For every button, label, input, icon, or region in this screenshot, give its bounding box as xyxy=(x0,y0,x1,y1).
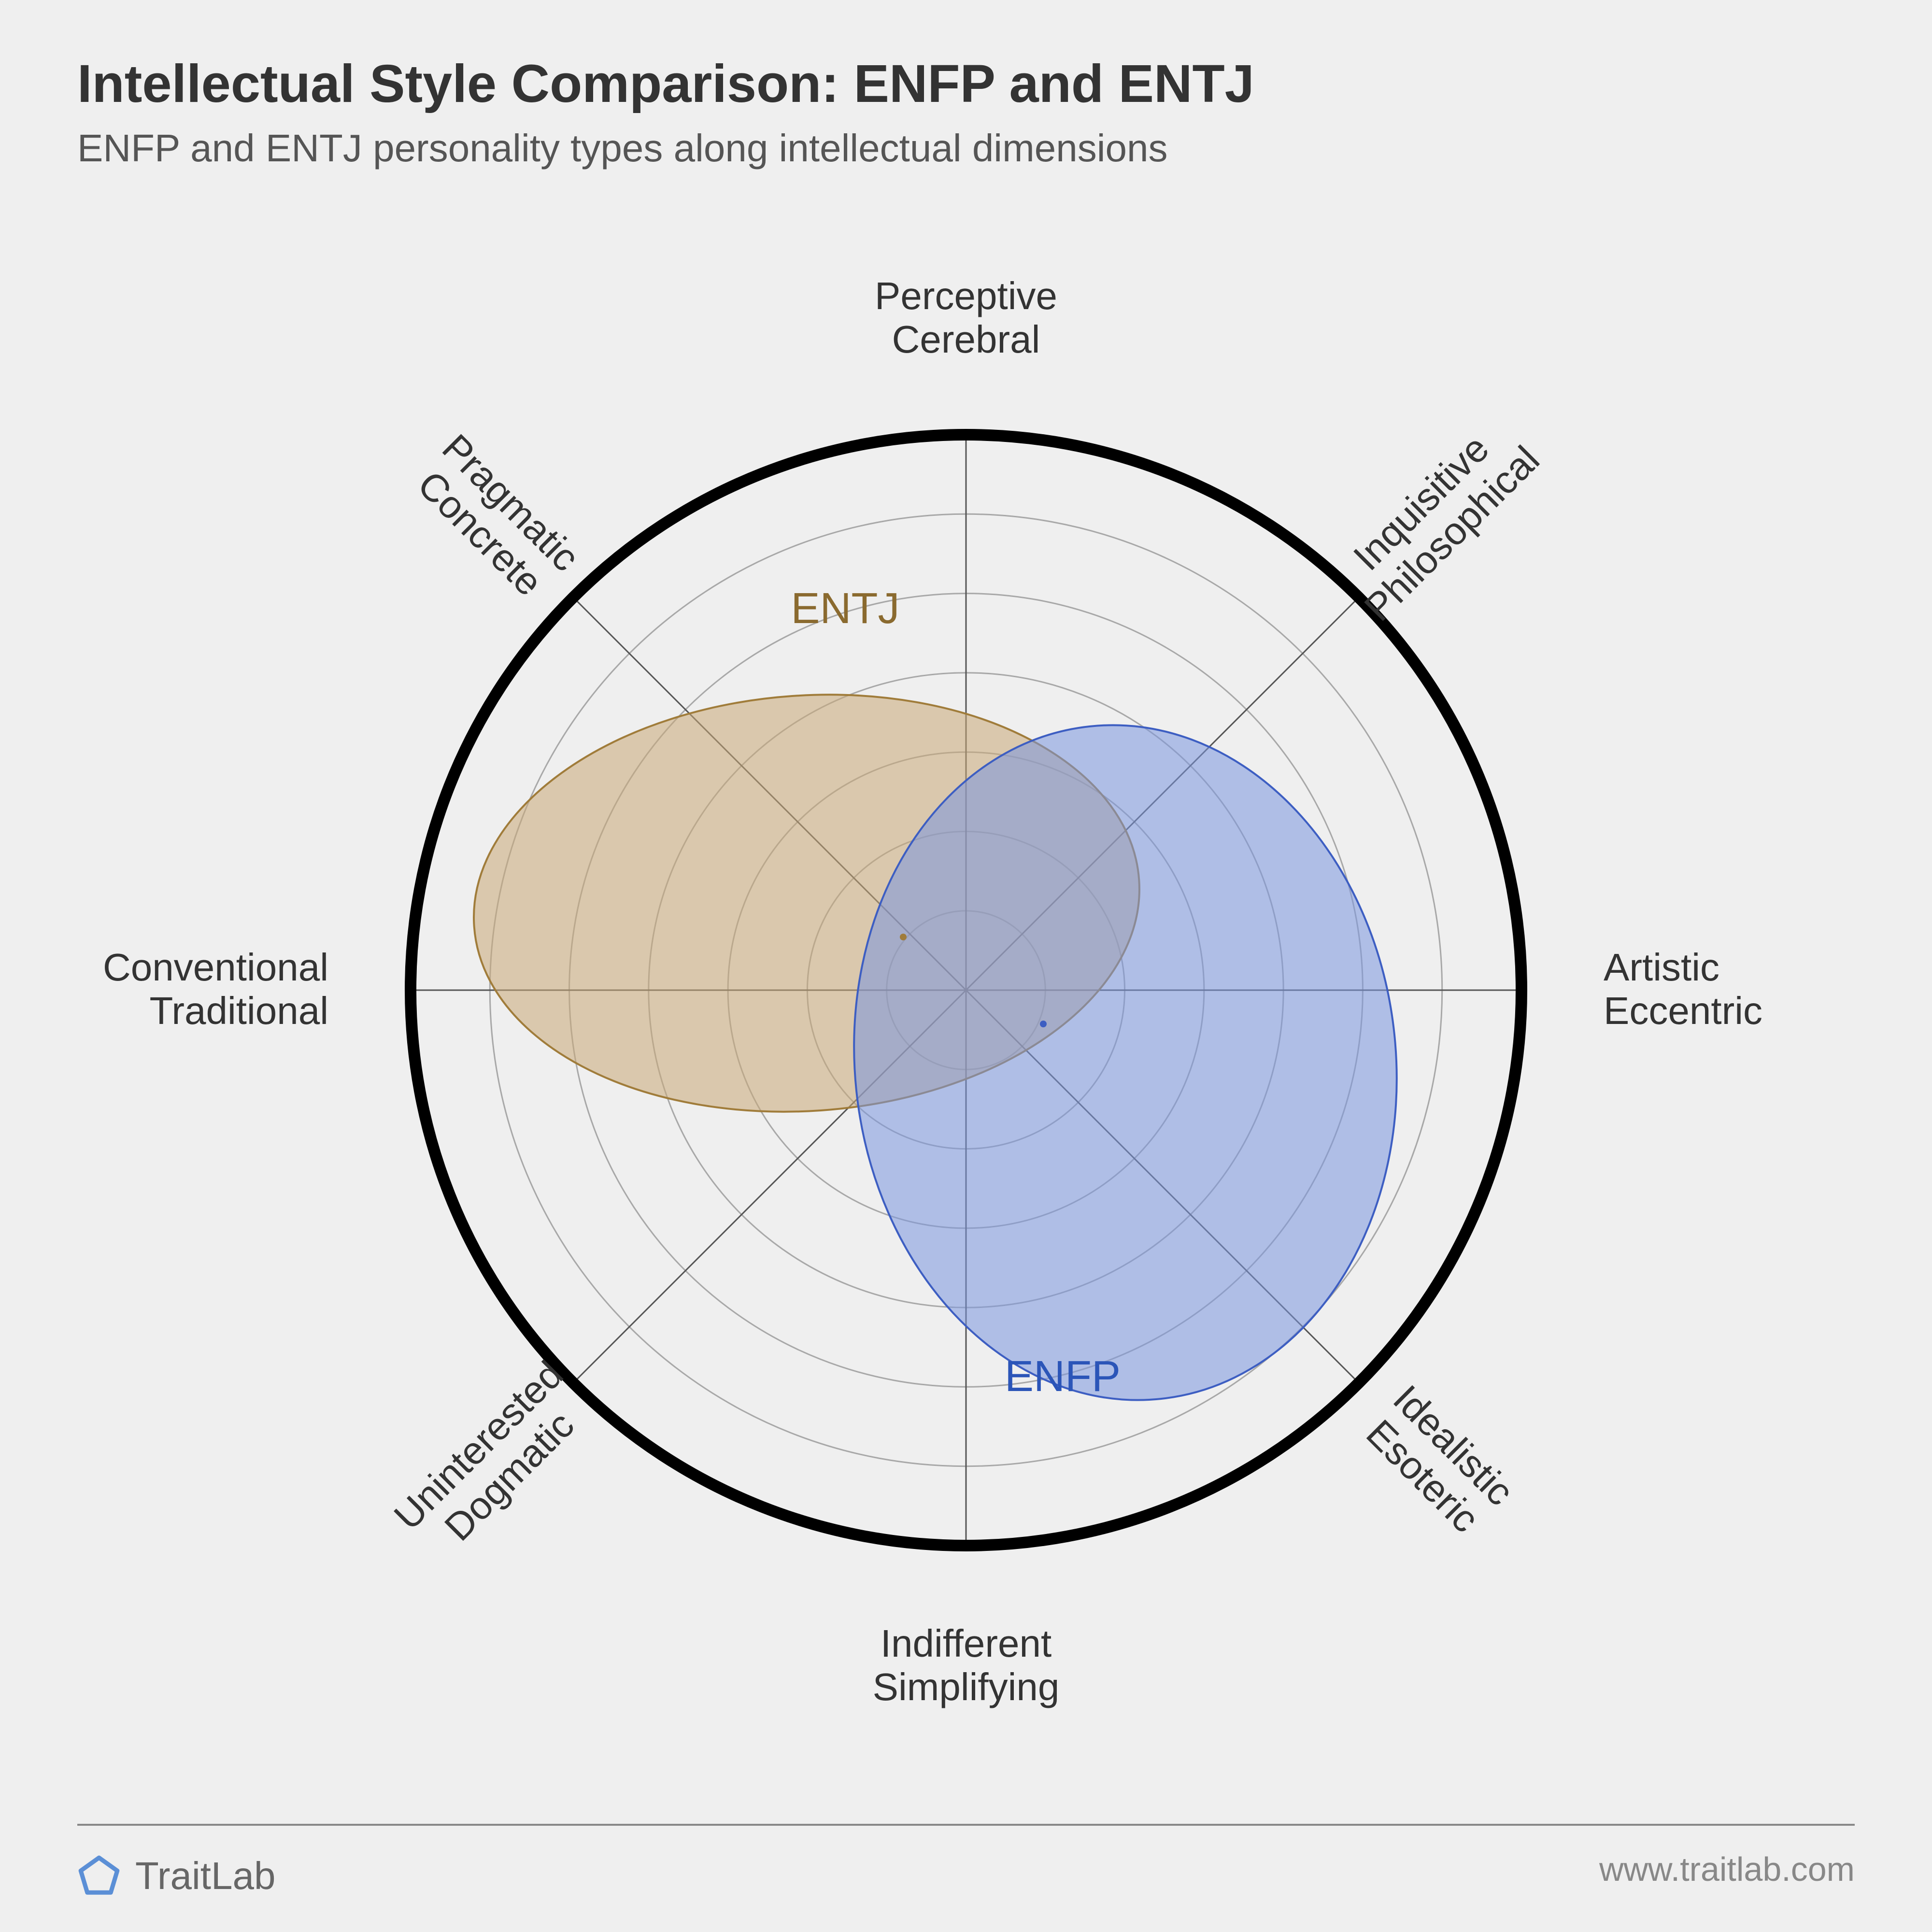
footer-divider xyxy=(77,1824,1855,1826)
axis-label: IndifferentSimplifying xyxy=(873,1622,1060,1708)
logo-icon xyxy=(77,1854,121,1898)
centroid-enfp xyxy=(1040,1021,1047,1027)
radar-chart: PerceptiveCerebral InquisitivePhilosophic… xyxy=(0,0,1932,1932)
site-url: www.traitlab.com xyxy=(1599,1850,1855,1889)
axis-label: IdealisticEsoteric xyxy=(1354,1377,1522,1545)
centroid-entj xyxy=(900,934,907,940)
axis-label: ConventionalTraditional xyxy=(103,946,328,1032)
brand: TraitLab xyxy=(77,1854,276,1898)
blob-label-enfp: ENFP xyxy=(1005,1352,1121,1401)
axis-label: PerceptiveCerebral xyxy=(875,274,1057,361)
axis-label: InquisitivePhilosophical xyxy=(1325,407,1548,629)
brand-name: TraitLab xyxy=(135,1854,276,1898)
axis-label: PragmaticConcrete xyxy=(403,426,587,610)
axis-label: ArtisticEccentric xyxy=(1604,946,1762,1032)
blob-label-entj: ENTJ xyxy=(791,584,900,633)
